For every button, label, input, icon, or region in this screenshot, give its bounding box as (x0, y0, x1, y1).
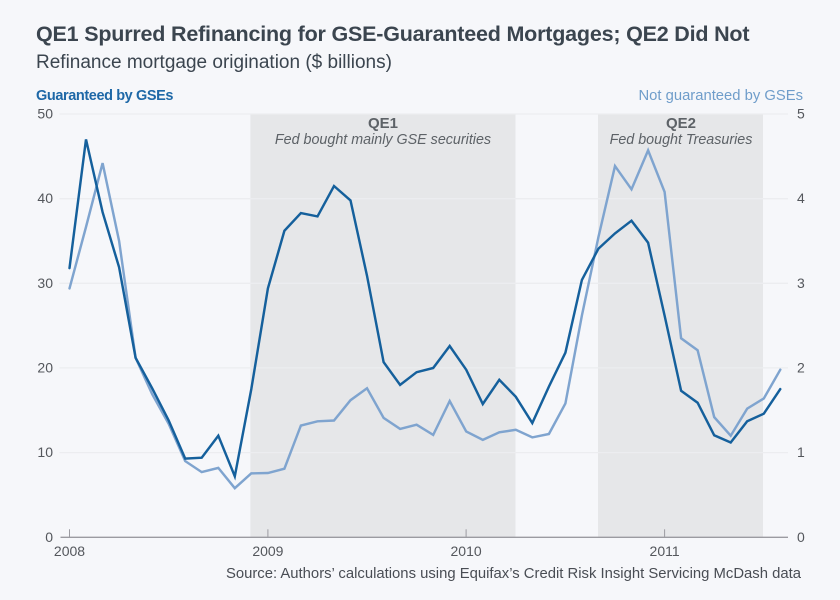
svg-text:Fed bought mainly GSE securiti: Fed bought mainly GSE securities (275, 132, 491, 148)
svg-text:2010: 2010 (451, 543, 482, 559)
svg-text:2008: 2008 (54, 543, 85, 559)
svg-text:2009: 2009 (252, 543, 283, 559)
svg-text:QE1 Spurred Refinancing for GS: QE1 Spurred Refinancing for GSE-Guarante… (36, 22, 749, 46)
svg-text:2011: 2011 (650, 543, 680, 559)
svg-text:30: 30 (37, 275, 53, 291)
svg-text:50: 50 (37, 106, 53, 122)
svg-text:QE2: QE2 (666, 115, 696, 132)
svg-text:3: 3 (797, 275, 805, 291)
svg-text:Not guaranteed by GSEs: Not guaranteed by GSEs (638, 88, 803, 104)
svg-text:4: 4 (797, 190, 805, 206)
svg-text:0: 0 (797, 529, 805, 545)
svg-text:Refinance mortgage origination: Refinance mortgage origination ($ billio… (36, 52, 392, 73)
svg-text:40: 40 (37, 190, 53, 206)
svg-text:1: 1 (797, 444, 805, 460)
svg-text:5: 5 (797, 106, 805, 122)
svg-text:2: 2 (797, 359, 805, 375)
svg-text:QE1: QE1 (368, 115, 398, 132)
svg-text:10: 10 (37, 444, 53, 460)
svg-text:Source: Authors’ calculations: Source: Authors’ calculations using Equi… (226, 566, 802, 582)
svg-text:Guaranteed by GSEs: Guaranteed by GSEs (36, 88, 173, 104)
svg-text:20: 20 (37, 359, 53, 375)
svg-text:0: 0 (45, 529, 53, 545)
svg-text:Fed bought Treasuries: Fed bought Treasuries (610, 132, 753, 148)
